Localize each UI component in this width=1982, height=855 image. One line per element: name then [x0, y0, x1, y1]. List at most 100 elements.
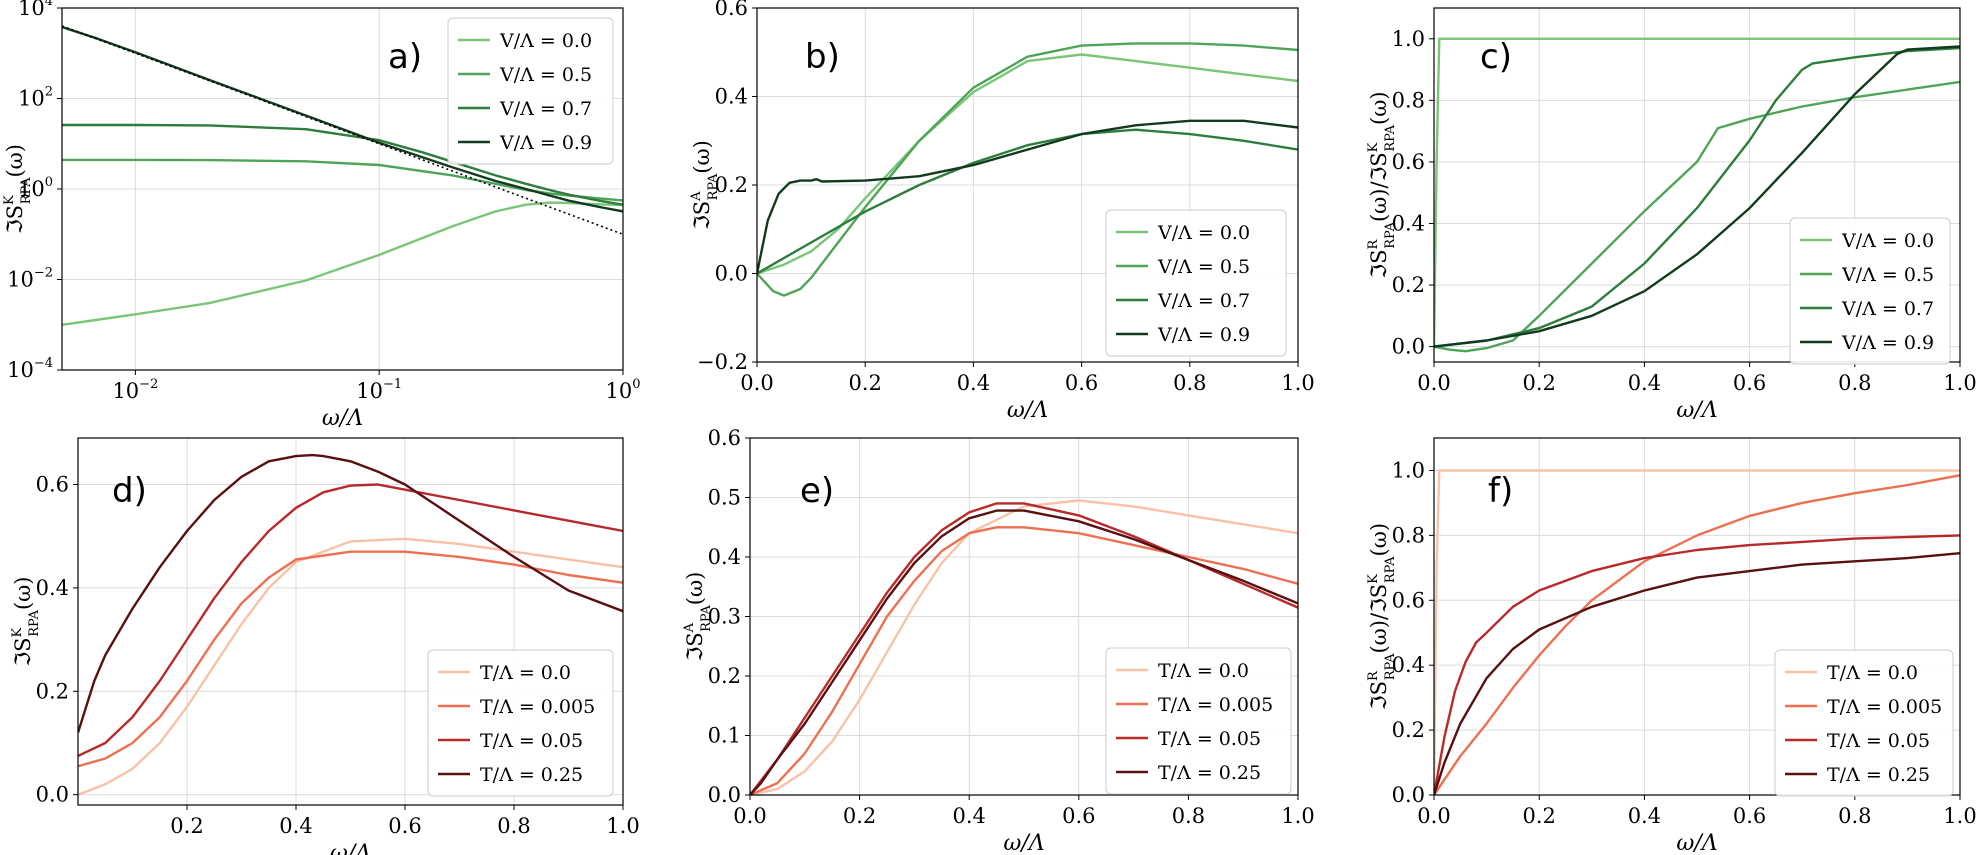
x-tick-label: 0.2 [843, 804, 876, 828]
series-line-0 [1434, 37, 1960, 347]
legend: T/Λ = 0.0 T/Λ = 0.005 T/Λ = 0.05 T/Λ = 0.25 [1774, 649, 1954, 797]
legend-label: T/Λ = 0.0 [1827, 662, 1918, 684]
y-tick-label: 0.6 [708, 426, 741, 450]
series-line-3 [78, 453, 623, 733]
legend-label: T/Λ = 0.05 [480, 730, 583, 752]
plot-frame [1433, 7, 1961, 363]
series-line-2 [1434, 534, 1960, 795]
x-axis-label: ω/Λ [1003, 831, 1044, 855]
legend: V/Λ = 0.0 V/Λ = 0.5 V/Λ = 0.7 V/Λ = 0.9 [1105, 209, 1287, 357]
legend-label: T/Λ = 0.25 [1158, 762, 1261, 784]
y-tick-label: 0.8 [1392, 88, 1425, 112]
legend-box [447, 17, 614, 165]
panel-label: e) [800, 471, 834, 511]
y-tick-label: 1.0 [1392, 27, 1425, 51]
series-line-0 [78, 537, 623, 796]
legend-label: V/Λ = 0.9 [1841, 332, 1934, 354]
series-line-0 [62, 201, 623, 326]
legend-label: T/Λ = 0.05 [1158, 728, 1261, 750]
x-tick-label: 1.0 [1943, 804, 1976, 828]
plot-frame [1433, 437, 1961, 796]
y-tick-label: 0.2 [1392, 718, 1425, 742]
x-tick-label: 0.6 [1062, 804, 1095, 828]
legend-label: V/Λ = 0.0 [1841, 230, 1934, 252]
panel-c: 0.0 0.2 0.4 0.6 0.8 1.0 0.0 0.2 0.4 0.6 0.8 1.0 ω/Λ ℑ… [1366, 7, 1977, 423]
series-line-3 [62, 25, 623, 213]
y-tick-label: 0.0 [1392, 783, 1425, 807]
series-line-3 [1434, 552, 1960, 795]
y-tick-label: 0.0 [715, 262, 748, 286]
x-tick-label: 0.0 [1417, 804, 1450, 828]
series-line-0 [1434, 469, 1960, 795]
panel-d: 0.2 0.4 0.6 0.8 1.0 0.0 0.2 0.4 0.6 ω/Λ ℑSK RPA(ω) T… [10, 437, 640, 855]
x-tick-label: 100 [605, 377, 640, 403]
x-tick-label: 0.6 [388, 814, 421, 838]
legend-label: V/Λ = 0.7 [1841, 298, 1934, 320]
y-axis-label: ℑSR RPA(ω)/ℑSK RPA(ω) [1366, 91, 1398, 278]
panel-label: d) [112, 471, 147, 511]
x-tick-label: 0.8 [1838, 804, 1871, 828]
x-tick-label: 0.8 [1173, 371, 1206, 395]
x-tick-label: 0.0 [740, 371, 773, 395]
legend-label: V/Λ = 0.5 [499, 64, 592, 86]
panel-a: 10−2 10−1 100 10−4 10−2 100 102 104 ω/Λ ℑSK RPA(ω)… [2, 0, 641, 431]
x-tick-label: 1.0 [1943, 371, 1976, 395]
legend-label: T/Λ = 0.005 [1158, 694, 1273, 716]
panel-label: a) [388, 37, 422, 77]
legend-label: V/Λ = 0.5 [1157, 256, 1250, 278]
series-line-0 [757, 53, 1298, 275]
y-tick-label: 0.2 [1392, 273, 1425, 297]
y-tick-label: 0.2 [715, 173, 748, 197]
y-tick-label: −0.2 [697, 350, 748, 374]
legend: V/Λ = 0.0 V/Λ = 0.5 V/Λ = 0.7 V/Λ = 0.9 [1789, 217, 1951, 365]
series-line-1 [1434, 80, 1960, 353]
legend-box [1105, 209, 1287, 357]
x-tick-label: 0.4 [279, 814, 312, 838]
y-tick-label: 0.4 [715, 85, 748, 109]
legend: T/Λ = 0.0 T/Λ = 0.005 T/Λ = 0.05 T/Λ = 0.25 [1105, 647, 1292, 795]
x-tick-label: 0.6 [1065, 371, 1098, 395]
series-line-1 [1434, 474, 1960, 795]
y-tick-label: 102 [18, 85, 53, 111]
panel-label: f) [1488, 471, 1513, 511]
panel-label: c) [1480, 37, 1512, 77]
y-tick-label: 0.2 [708, 664, 741, 688]
legend-label: T/Λ = 0.005 [480, 696, 595, 718]
x-tick-label: 0.2 [170, 814, 203, 838]
series-line-1 [62, 158, 623, 202]
series-line-3 [1434, 45, 1960, 348]
y-tick-label: 0.6 [715, 0, 748, 20]
series-line-1 [750, 526, 1298, 795]
y-axis-label: ℑSA RPA(ω) [682, 572, 714, 662]
panel-label: b) [805, 37, 840, 77]
y-tick-label: 0.0 [708, 783, 741, 807]
x-tick-label: 10−2 [112, 377, 158, 403]
series-line-2 [750, 502, 1298, 795]
x-axis-label: ω/Λ [1676, 831, 1717, 855]
x-tick-label: 0.8 [1838, 371, 1871, 395]
x-axis-label: ω/Λ [330, 841, 371, 855]
legend-label: T/Λ = 0.25 [1827, 764, 1930, 786]
y-tick-label: 0.0 [1392, 335, 1425, 359]
x-tick-label: 0.0 [1417, 371, 1450, 395]
x-tick-label: 1.0 [1281, 371, 1314, 395]
y-axis-label: ℑSR RPA(ω)/ℑSK RPA(ω) [1366, 523, 1398, 710]
series-line-2 [757, 128, 1298, 275]
y-tick-label: 1.0 [1392, 458, 1425, 482]
y-tick-label: 0.4 [1392, 653, 1425, 677]
x-axis-label: ω/Λ [322, 406, 363, 431]
legend: T/Λ = 0.0 T/Λ = 0.005 T/Λ = 0.05 T/Λ = 0.25 [427, 649, 614, 797]
y-tick-label: 0.0 [36, 783, 69, 807]
legend-label: V/Λ = 0.9 [1157, 324, 1250, 346]
y-tick-label: 0.6 [36, 473, 69, 497]
series-line-3 [757, 119, 1298, 274]
y-tick-label: 0.6 [1392, 588, 1425, 612]
legend-box [1774, 649, 1954, 797]
panel-f: 0.0 0.2 0.4 0.6 0.8 1.0 0.0 0.2 0.4 0.6 0.8 1.0 ω/Λ ℑ… [1366, 437, 1977, 855]
x-axis-label: ω/Λ [1007, 398, 1048, 423]
x-tick-label: 0.8 [1172, 804, 1205, 828]
y-tick-label: 100 [18, 175, 53, 201]
plot-frame [77, 437, 624, 806]
legend-label: T/Λ = 0.05 [1827, 730, 1930, 752]
